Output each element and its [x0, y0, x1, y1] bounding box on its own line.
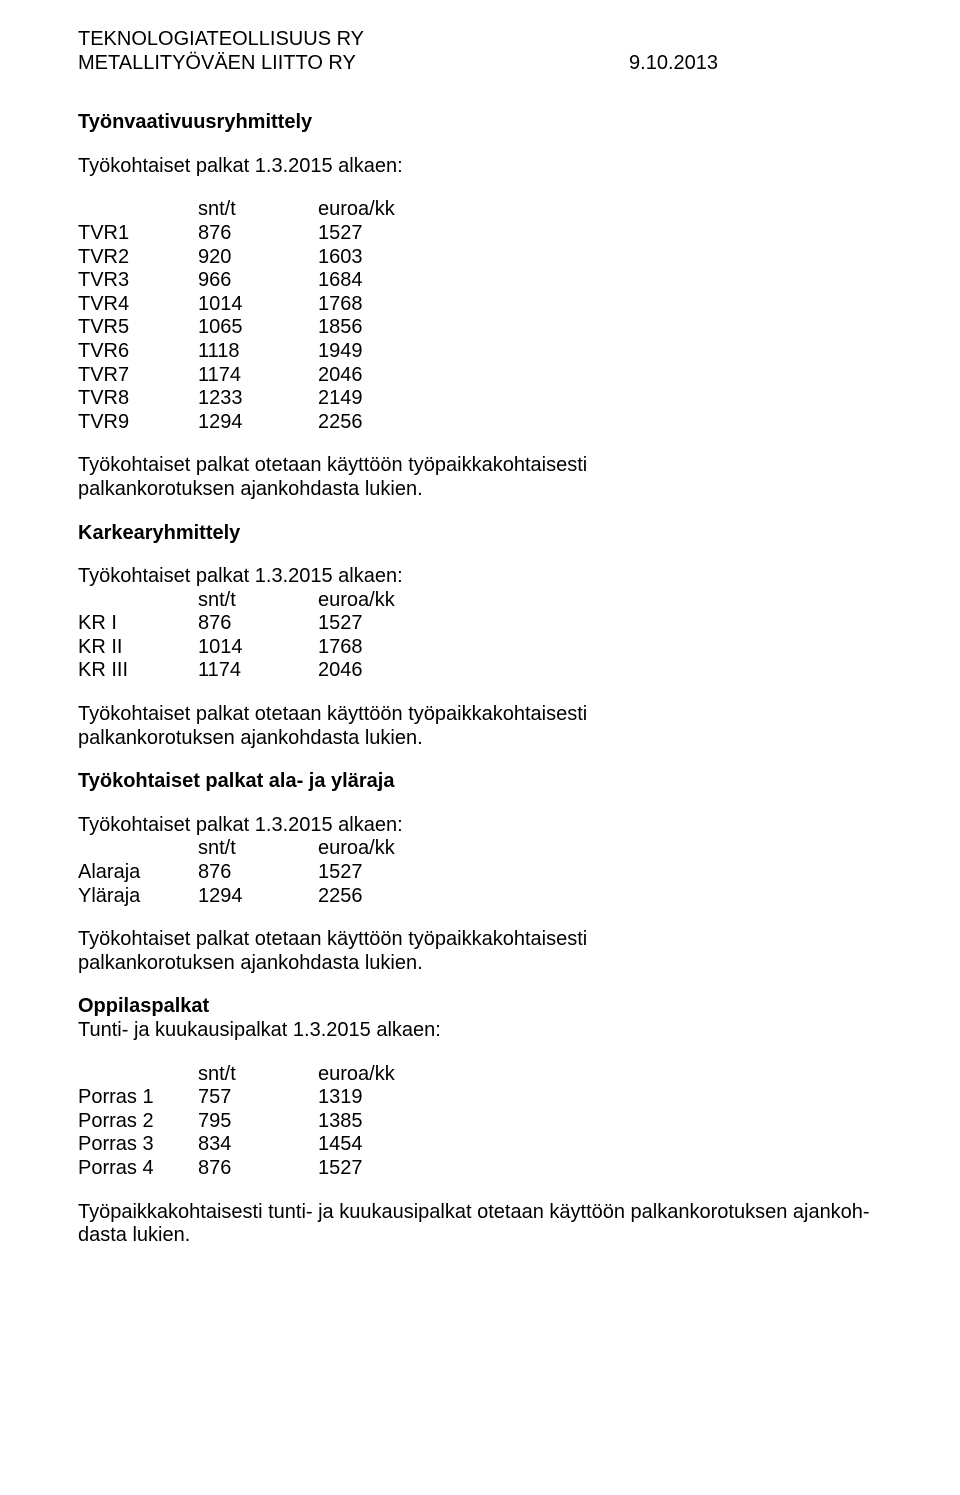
table-row: KR III11742046	[78, 659, 438, 683]
section4-subtitle: Tunti- ja kuukausipalkat 1.3.2015 alkaen…	[78, 1019, 900, 1043]
header-org1: TEKNOLOGIATEOLLISUUS RY	[78, 28, 900, 52]
table-header-row: snt/t euroa/kk	[78, 837, 438, 861]
limits-table: snt/t euroa/kk Alaraja8761527 Yläraja129…	[78, 837, 438, 908]
section4-title: Oppilaspalkat	[78, 995, 900, 1019]
section3-note-line2: palkankorotuksen ajankohdasta lukien.	[78, 952, 900, 976]
section1-note-line2: palkankorotuksen ajankohdasta lukien.	[78, 478, 900, 502]
table-row: Yläraja12942256	[78, 885, 438, 909]
table-row: TVR29201603	[78, 246, 438, 270]
kr-table: snt/t euroa/kk KR I8761527 KR II10141768…	[78, 589, 438, 683]
table-row: Porras 17571319	[78, 1086, 438, 1110]
col-euro: euroa/kk	[318, 198, 438, 222]
col-snt: snt/t	[198, 1063, 318, 1087]
tvr-table: snt/t euroa/kk TVR18761527 TVR29201603 T…	[78, 198, 438, 434]
col-euro: euroa/kk	[318, 589, 438, 613]
section3-subtitle: Työkohtaiset palkat 1.3.2015 alkaen:	[78, 814, 900, 838]
section1-title: Työnvaativuusryhmittely	[78, 111, 900, 135]
table-row: TVR18761527	[78, 222, 438, 246]
header-org2: METALLITYÖVÄEN LIITTO RY	[78, 52, 356, 76]
table-row: TVR912942256	[78, 411, 438, 435]
table-row: TVR410141768	[78, 293, 438, 317]
table-row: TVR39661684	[78, 269, 438, 293]
table-header-row: snt/t euroa/kk	[78, 198, 438, 222]
section2-title: Karkearyhmittely	[78, 522, 900, 546]
table-row: TVR510651856	[78, 316, 438, 340]
porras-table: snt/t euroa/kk Porras 17571319 Porras 27…	[78, 1063, 438, 1181]
table-row: Porras 38341454	[78, 1133, 438, 1157]
table-row: Alaraja8761527	[78, 861, 438, 885]
section2-note-line1: Työkohtaiset palkat otetaan käyttöön työ…	[78, 703, 900, 727]
table-header-row: snt/t euroa/kk	[78, 1063, 438, 1087]
section4-note-line2: dasta lukien.	[78, 1224, 900, 1248]
section2-subtitle: Työkohtaiset palkat 1.3.2015 alkaen:	[78, 565, 900, 589]
section3-title: Työkohtaiset palkat ala- ja yläraja	[78, 770, 900, 794]
table-row: TVR812332149	[78, 387, 438, 411]
table-row: Porras 27951385	[78, 1110, 438, 1134]
table-row: Porras 48761527	[78, 1157, 438, 1181]
header-date: 9.10.2013	[629, 52, 718, 76]
table-row: TVR711742046	[78, 364, 438, 388]
table-header-row: snt/t euroa/kk	[78, 589, 438, 613]
section3-note-line1: Työkohtaiset palkat otetaan käyttöön työ…	[78, 928, 900, 952]
col-euro: euroa/kk	[318, 1063, 438, 1087]
col-snt: snt/t	[198, 198, 318, 222]
col-snt: snt/t	[198, 589, 318, 613]
section2-note-line2: palkankorotuksen ajankohdasta lukien.	[78, 727, 900, 751]
table-row: KR I8761527	[78, 612, 438, 636]
section1-subtitle: Työkohtaiset palkat 1.3.2015 alkaen:	[78, 155, 900, 179]
table-row: KR II10141768	[78, 636, 438, 660]
section4-note-line1: Työpaikkakohtaisesti tunti- ja kuukausip…	[78, 1201, 900, 1225]
col-euro: euroa/kk	[318, 837, 438, 861]
table-row: TVR611181949	[78, 340, 438, 364]
col-snt: snt/t	[198, 837, 318, 861]
section1-note-line1: Työkohtaiset palkat otetaan käyttöön työ…	[78, 454, 900, 478]
